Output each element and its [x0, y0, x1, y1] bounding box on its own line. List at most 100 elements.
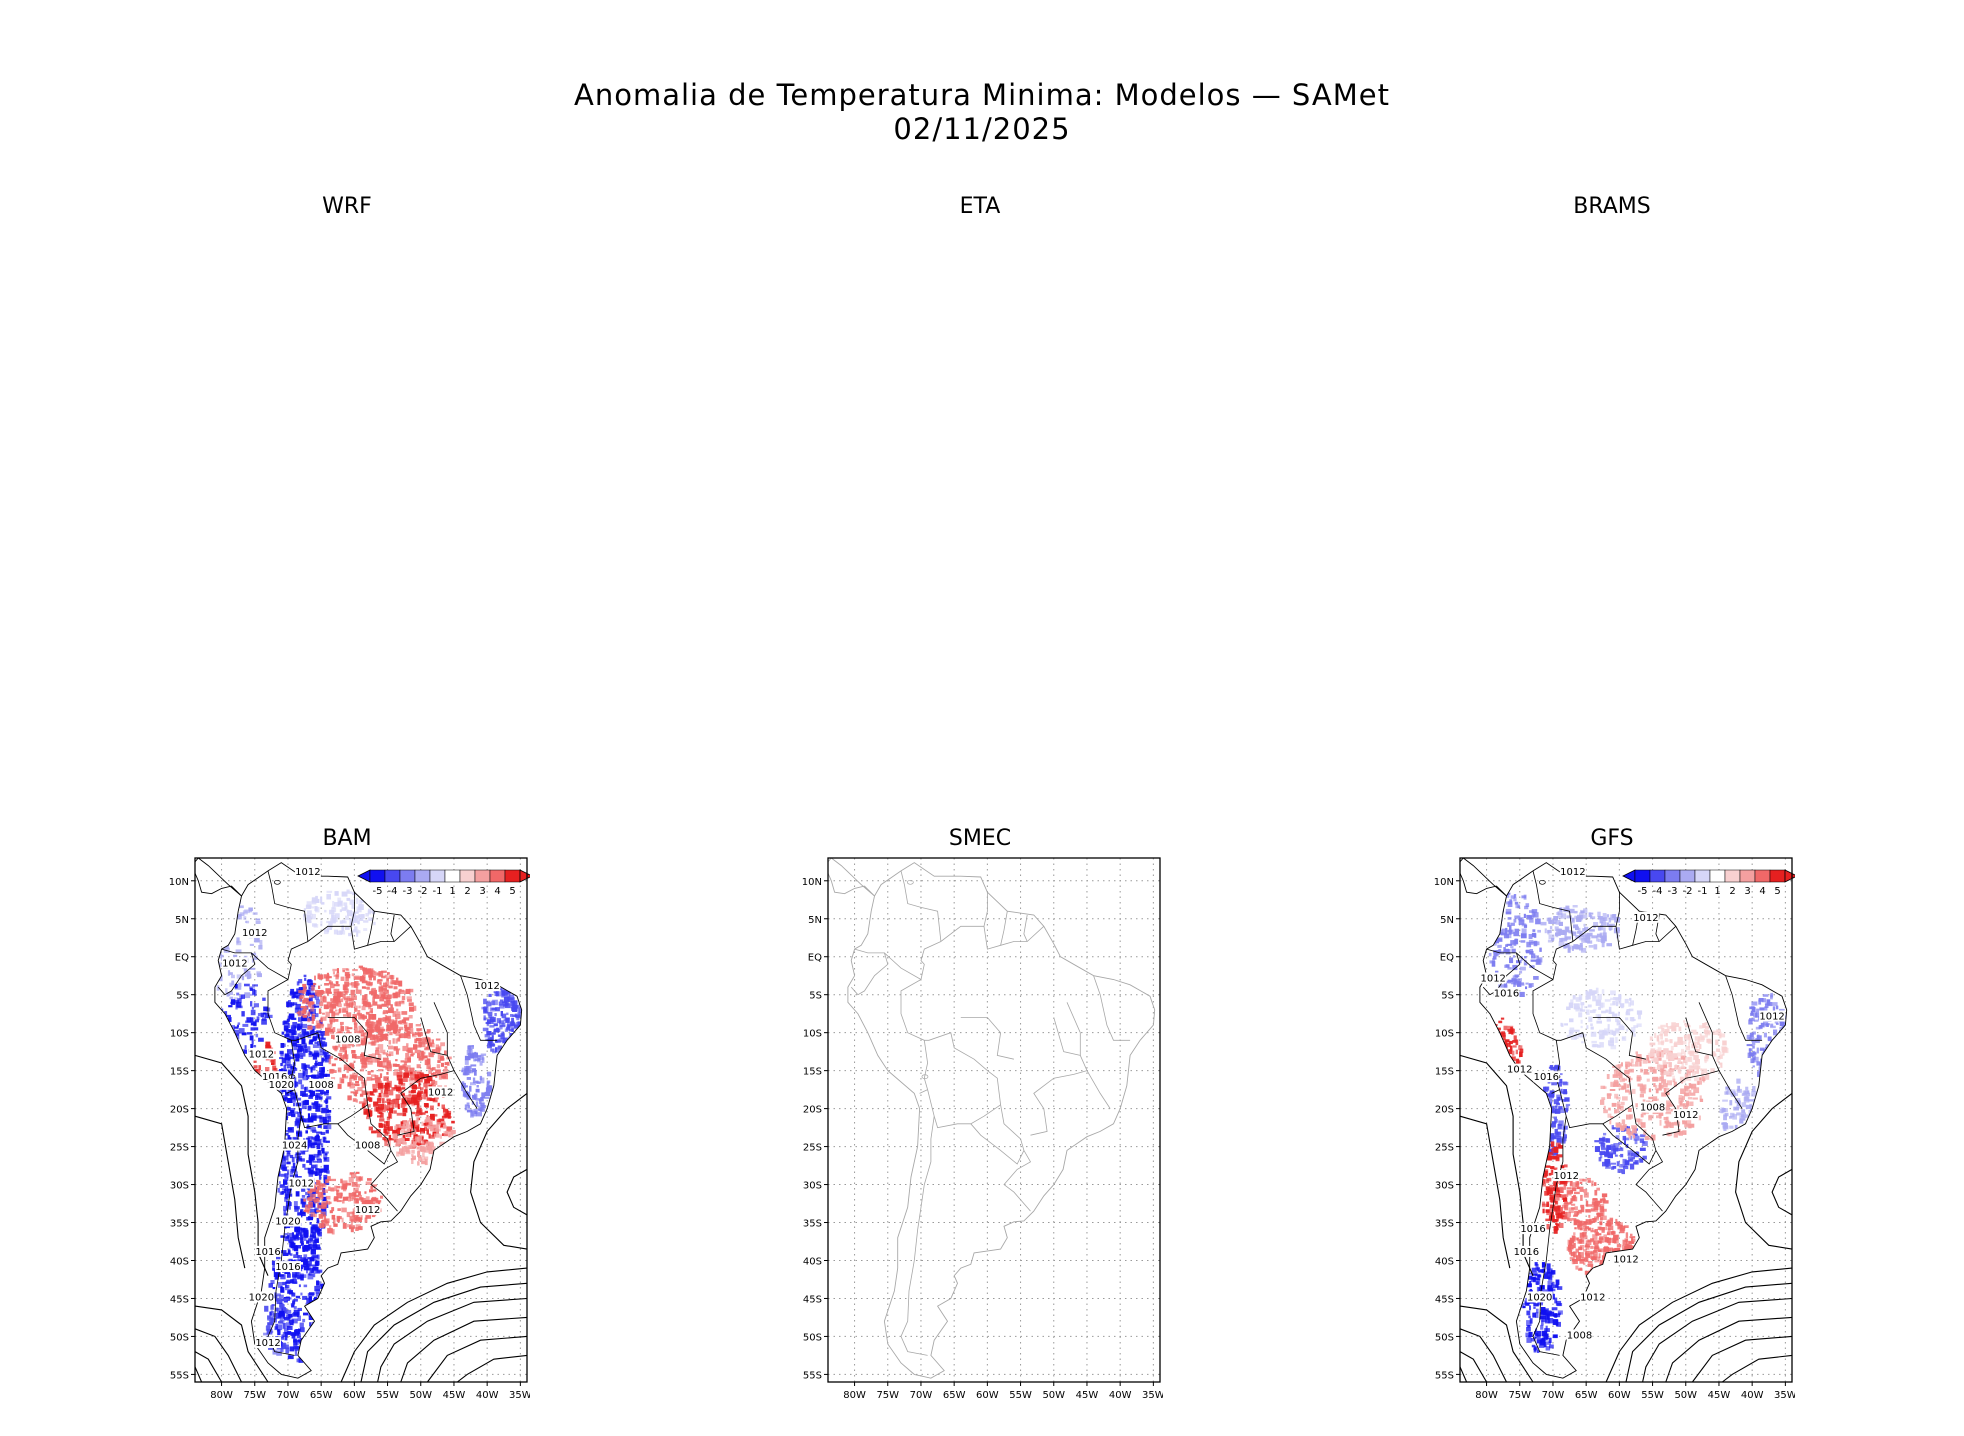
colorbar-swatch: [414, 869, 431, 883]
svg-text:1012: 1012: [255, 1338, 280, 1349]
lat-tick-label: 10N: [802, 877, 822, 888]
isobar-label: 1012: [1672, 1109, 1699, 1121]
colorbar-label: -5: [1638, 886, 1648, 897]
lat-tick-label: 45S: [803, 1294, 822, 1305]
panel-title-wrf: WRF: [322, 194, 372, 219]
lon-tick-label: 35W: [1142, 1390, 1163, 1400]
isobar-label: 1012: [474, 980, 501, 992]
figure-title: Anomalia de Temperatura Minima: Modelos …: [574, 78, 1390, 112]
gfs-anomaly-field: [1480, 892, 1787, 1353]
isobar-label: 1012: [1632, 911, 1659, 924]
isobar-label: 1012: [221, 957, 248, 969]
colorbar-swatch: [429, 869, 446, 883]
colorbar-label: 3: [479, 886, 485, 897]
lat-tick-label: 5N: [808, 915, 822, 926]
svg-text:1012: 1012: [222, 958, 247, 969]
lon-tick-label: 60W: [976, 1390, 999, 1400]
panel-title-brams: BRAMS: [1573, 194, 1651, 219]
lat-tick-label: 30S: [1435, 1181, 1454, 1192]
lon-tick-label: 45W: [1076, 1390, 1099, 1400]
colorbar-label: 1: [1714, 886, 1720, 897]
lon-tick-label: 65W: [943, 1390, 966, 1400]
colorbar-swatch: [1769, 869, 1786, 883]
isobar-label: 1016: [255, 1245, 282, 1258]
lat-tick-label: 5S: [1441, 991, 1454, 1002]
lat-tick-label: 25S: [1435, 1143, 1454, 1154]
colorbar-label: -4: [1653, 886, 1663, 897]
svg-text:1020: 1020: [269, 1080, 294, 1091]
isobar-label: 1008: [334, 1033, 361, 1045]
colorbar-swatch: [1724, 869, 1741, 883]
isobar-label: 1012: [1553, 1169, 1580, 1182]
lon-tick-label: 80W: [843, 1390, 866, 1400]
lat-tick-label: 40S: [1435, 1256, 1454, 1267]
isobar-label: 1012: [354, 1204, 381, 1216]
colorbar-label: 3: [1744, 886, 1750, 897]
panel-title-smec: SMEC: [948, 826, 1012, 851]
lat-tick-label: 10S: [803, 1029, 822, 1040]
lat-tick-label: EQ: [1440, 953, 1454, 964]
lat-tick-label: 5S: [809, 991, 822, 1002]
lon-tick-label: 65W: [1575, 1390, 1598, 1400]
isobar-label: 1008: [1639, 1101, 1666, 1114]
isobar-label: 1012: [427, 1086, 454, 1098]
lon-tick-label: 55W: [1641, 1390, 1664, 1400]
bam-colorbar: -5 -4 -3 -2 -1 1 2 3 4 5: [357, 869, 530, 897]
lat-tick-label: 30S: [803, 1181, 822, 1192]
isobar-label: 1016: [1520, 1223, 1547, 1235]
lat-tick-label: 55S: [170, 1370, 189, 1381]
lat-tick-label: 10N: [169, 877, 189, 888]
isobar-label: 1012: [248, 1048, 275, 1060]
lon-tick-label: 70W: [1542, 1390, 1565, 1400]
svg-text:1012: 1012: [355, 1205, 380, 1216]
svg-text:1024: 1024: [282, 1141, 307, 1152]
lon-tick-label: 60W: [1608, 1390, 1631, 1400]
lat-tick-label: EQ: [808, 953, 822, 964]
isobar-label: 1012: [1559, 866, 1586, 878]
lat-tick-label: 15S: [170, 1067, 189, 1078]
colorbar-swatch: [489, 869, 506, 883]
figure-date: 02/11/2025: [893, 112, 1071, 146]
panel-title-gfs: GFS: [1590, 826, 1634, 851]
colorbar-label: 5: [509, 886, 515, 897]
lat-tick-label: 15S: [1435, 1067, 1454, 1078]
lat-tick-label: 10S: [170, 1029, 189, 1040]
colorbar-label: 1: [449, 886, 455, 897]
isobar-label: 1016: [261, 1071, 288, 1083]
lat-tick-label: 50S: [170, 1332, 189, 1343]
lat-tick-label: 35S: [1435, 1219, 1454, 1230]
lat-tick-label: 25S: [170, 1143, 189, 1154]
lon-tick-label: 50W: [1674, 1390, 1697, 1400]
panel-title-bam: BAM: [322, 826, 372, 851]
lat-tick-label: EQ: [175, 953, 189, 964]
gfs-colorbar: -5 -4 -3 -2 -1 1 2 3 4 5: [1622, 869, 1795, 897]
colorbar-label: 4: [494, 886, 500, 897]
isobar-label: 1008: [354, 1139, 381, 1152]
lon-tick-label: 50W: [1042, 1390, 1065, 1400]
lat-tick-label: 5N: [1440, 915, 1454, 926]
colorbar-swatch: [1754, 869, 1771, 883]
lat-tick-label: 35S: [803, 1219, 822, 1230]
isobar-label: 1016: [1513, 1245, 1540, 1258]
colorbar-label: -4: [388, 886, 398, 897]
isobar-label: 1012: [1506, 1063, 1533, 1076]
colorbar-label: 2: [464, 886, 470, 897]
svg-text:1008: 1008: [308, 1080, 333, 1091]
svg-text:1016: 1016: [262, 1072, 287, 1083]
lon-tick-label: 40W: [476, 1390, 499, 1400]
colorbar-swatch: [384, 869, 401, 883]
svg-text:1012: 1012: [428, 1087, 453, 1098]
colorbar-label: -3: [1668, 886, 1678, 897]
colorbar-swatch: [474, 869, 491, 883]
colorbar-swatch: [1634, 869, 1651, 883]
colorbar-swatch: [1679, 869, 1696, 883]
isobar-label: 1008: [1566, 1329, 1593, 1341]
lat-tick-label: 20S: [803, 1105, 822, 1116]
lat-tick-label: 50S: [1435, 1332, 1454, 1343]
isobar-label: 1012: [1759, 1010, 1786, 1022]
gfs-isobars: [1459, 1054, 1793, 1383]
lat-tick-label: 5S: [176, 991, 189, 1002]
colorbar-label: -2: [1683, 886, 1693, 897]
isobar-label: 1016: [1533, 1071, 1560, 1083]
lat-tick-label: 45S: [1435, 1294, 1454, 1305]
